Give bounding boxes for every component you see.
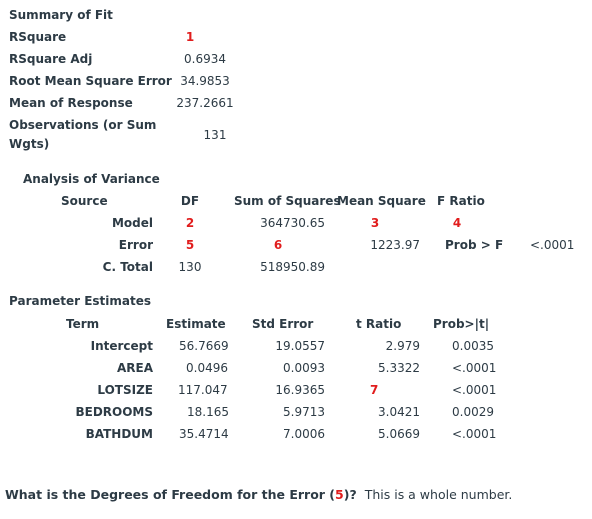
question-highlight: 5 (335, 487, 344, 502)
params-se-area: 0.0093 (283, 361, 325, 375)
params-header-std-error: Std Error (252, 317, 314, 331)
summary-value-rmse: 34.9853 (180, 74, 230, 88)
summary-label-rmse: Root Mean Square Error (9, 74, 172, 88)
anova-ss-total: 518950.89 (260, 260, 325, 274)
params-estimate-bathdum: 35.4714 (179, 427, 229, 441)
summary-label-observations-line1: Observations (or Sum (9, 118, 157, 132)
anova-source-error: Error (118, 238, 153, 252)
params-estimate-bedrooms: 18.165 (187, 405, 229, 419)
params-header-estimate: Estimate (166, 317, 226, 331)
summary-title: Summary of Fit (9, 8, 113, 22)
params-term-bedrooms: BEDROOMS (75, 405, 153, 419)
anova-df-total: 130 (178, 260, 202, 274)
anova-ss-model: 364730.65 (260, 216, 325, 230)
anova-header-ss: Sum of Squares (234, 194, 341, 208)
anova-prob-f-value: <.0001 (530, 238, 575, 252)
anova-df-model: 2 (185, 216, 195, 230)
params-p-bathdum: <.0001 (452, 427, 497, 441)
summary-value-rsquare: 1 (185, 30, 195, 44)
params-p-bedrooms: 0.0029 (452, 405, 494, 419)
params-estimate-intercept: 56.7669 (179, 339, 229, 353)
params-t-area: 5.3322 (378, 361, 420, 375)
params-p-intercept: 0.0035 (452, 339, 494, 353)
params-header-t-ratio: t Ratio (356, 317, 402, 331)
summary-label-rsquare-adj: RSquare Adj (9, 52, 93, 66)
params-se-bedrooms: 5.9713 (283, 405, 325, 419)
params-t-bathdum: 5.0669 (378, 427, 420, 441)
question-note: This is a whole number. (364, 487, 513, 502)
anova-ms-error: 1223.97 (370, 238, 420, 252)
params-title: Parameter Estimates (9, 294, 152, 308)
params-header-prob-t: Prob>|t| (433, 317, 490, 331)
anova-header-source: Source (61, 194, 108, 208)
anova-header-df: DF (180, 194, 200, 208)
params-term-intercept: Intercept (90, 339, 153, 353)
question-part1: What is the Degrees of Freedom for the E… (5, 487, 336, 502)
anova-source-model: Model (111, 216, 153, 230)
summary-value-rsquare-adj: 0.6934 (184, 52, 226, 66)
params-term-lotsize: LOTSIZE (97, 383, 153, 397)
params-se-lotsize: 16.9365 (275, 383, 325, 397)
params-term-bathdum: BATHDUM (85, 427, 153, 441)
anova-ss-error: 6 (273, 238, 283, 252)
anova-source-total: C. Total (102, 260, 153, 274)
anova-f-model: 4 (452, 216, 462, 230)
anova-header-ms: Mean Square (337, 194, 426, 208)
params-t-bedrooms: 3.0421 (378, 405, 420, 419)
summary-label-observations-line2: Wgts) (9, 137, 50, 151)
anova-title: Analysis of Variance (23, 172, 160, 186)
question-text: What is the Degrees of Freedom for the E… (5, 487, 512, 502)
question-part2: )? (343, 487, 357, 502)
params-p-lotsize: <.0001 (452, 383, 497, 397)
params-t-lotsize: 7 (370, 383, 379, 397)
params-se-bathdum: 7.0006 (283, 427, 325, 441)
params-term-area: AREA (116, 361, 153, 375)
anova-ms-model: 3 (370, 216, 380, 230)
summary-label-rsquare: RSquare (9, 30, 67, 44)
params-estimate-lotsize: 117.047 (178, 383, 228, 397)
anova-df-error: 5 (185, 238, 195, 252)
summary-value-observations: 131 (203, 128, 227, 142)
params-se-intercept: 19.0557 (275, 339, 325, 353)
params-header-term: Term (66, 317, 100, 331)
params-estimate-area: 0.0496 (186, 361, 228, 375)
summary-value-mean-response: 237.2661 (176, 96, 234, 110)
anova-prob-f-label: Prob > F (445, 238, 504, 252)
anova-header-f: F Ratio (437, 194, 485, 208)
params-p-area: <.0001 (452, 361, 497, 375)
summary-label-mean-response: Mean of Response (9, 96, 133, 110)
params-t-intercept: 2.979 (385, 339, 420, 353)
